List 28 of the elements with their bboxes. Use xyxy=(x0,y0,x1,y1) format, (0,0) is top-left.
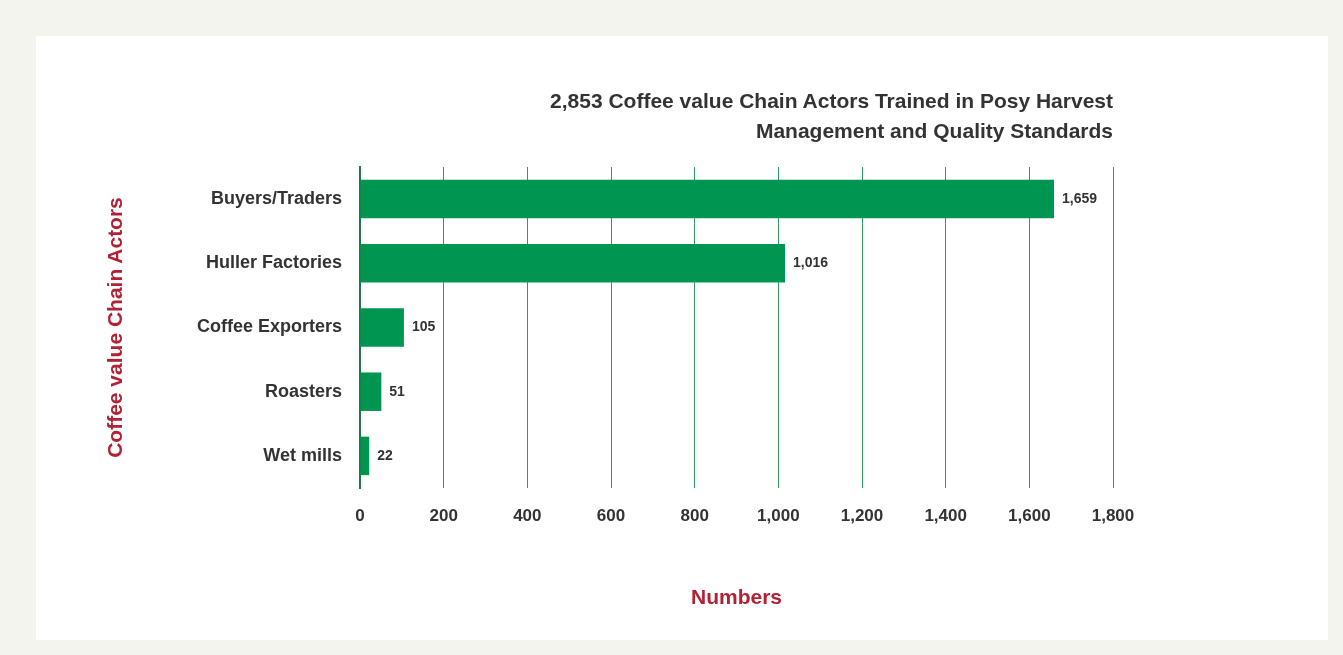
y-tick-label: Huller Factories xyxy=(205,252,342,273)
y-axis-title: Coffee value Chain Actors xyxy=(103,197,127,458)
data-label: 1,659 xyxy=(1062,189,1098,206)
x-tick-label: 1,000 xyxy=(757,505,800,525)
bar xyxy=(360,436,370,476)
chart-title: 2,853 Coffee value Chain Actors Trained in Posy Harvest Management and Quality Standards xyxy=(550,89,1113,142)
bar xyxy=(360,244,786,283)
x-tick-label: 600 xyxy=(596,505,626,525)
data-label: 51 xyxy=(389,382,406,399)
y-tick-label: Buyers/Traders xyxy=(210,188,342,209)
x-tick-label: 1,800 xyxy=(1091,505,1135,525)
y-tick-label: Coffee Exporters xyxy=(196,316,342,337)
data-label: 1,016 xyxy=(793,254,829,271)
bar xyxy=(360,372,382,411)
x-axis-title: Numbers xyxy=(690,585,783,609)
y-tick-label: Roasters xyxy=(264,380,342,401)
bar xyxy=(360,308,404,347)
bar xyxy=(360,179,1055,219)
data-label: 22 xyxy=(377,446,393,463)
x-tick-label: 200 xyxy=(429,505,458,525)
x-tick-label: 1,200 xyxy=(840,505,884,525)
x-tick-label: 1,600 xyxy=(1008,505,1051,525)
x-tick-label: 800 xyxy=(680,505,709,525)
x-tick-label: 0 xyxy=(355,505,365,525)
x-tick-label: 400 xyxy=(513,505,542,525)
data-label: 105 xyxy=(411,318,436,335)
y-tick-label: Wet mills xyxy=(263,444,342,465)
x-tick-label: 1,400 xyxy=(924,505,967,525)
